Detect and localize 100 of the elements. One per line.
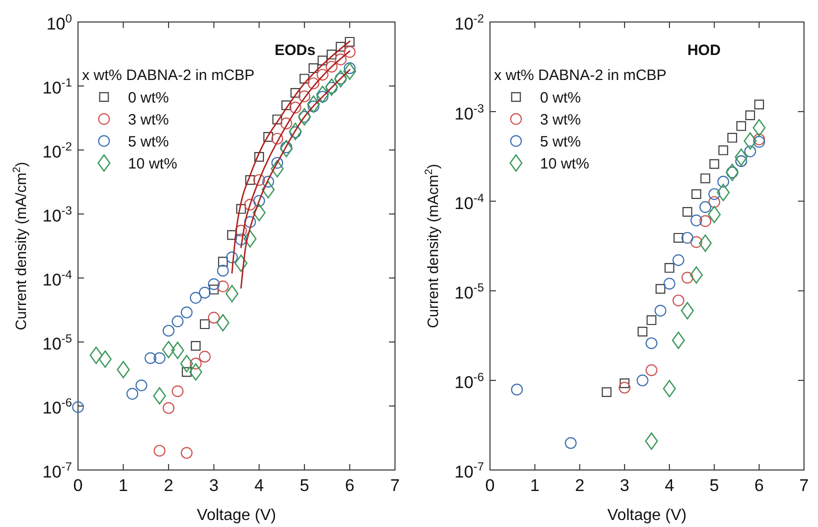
point bbox=[316, 68, 328, 81]
point bbox=[180, 447, 193, 459]
point bbox=[511, 384, 523, 396]
point bbox=[645, 432, 658, 450]
point bbox=[726, 164, 739, 182]
point bbox=[727, 132, 738, 143]
point bbox=[745, 110, 756, 120]
text: HOD bbox=[687, 42, 721, 59]
point bbox=[681, 272, 694, 284]
point bbox=[334, 54, 347, 66]
point bbox=[664, 263, 674, 273]
x-tick-label: 7 bbox=[799, 476, 809, 496]
y-tick-label: 10$^{-3}$ bbox=[42, 204, 72, 226]
y-tick-label: 10$^{0}$ bbox=[46, 12, 72, 34]
point bbox=[620, 378, 630, 388]
point bbox=[154, 444, 166, 457]
point bbox=[281, 100, 292, 110]
x-axis-title: Voltage (V) bbox=[607, 507, 687, 524]
legend-label: 0 wt% bbox=[540, 89, 581, 106]
point bbox=[162, 340, 176, 358]
y-tick-label: 10$^{-5}$ bbox=[42, 332, 72, 354]
point bbox=[270, 160, 284, 178]
point bbox=[227, 230, 237, 240]
x-tick-label: 6 bbox=[344, 476, 354, 496]
point bbox=[344, 36, 355, 47]
point bbox=[289, 102, 302, 114]
x-tick-label: 5 bbox=[710, 476, 720, 496]
point bbox=[717, 176, 730, 188]
point bbox=[636, 374, 648, 386]
point bbox=[182, 367, 192, 377]
point bbox=[699, 215, 712, 227]
legend-label: 3 wt% bbox=[128, 111, 169, 128]
text: EODs bbox=[274, 42, 316, 59]
point bbox=[700, 173, 710, 184]
point bbox=[244, 198, 256, 211]
point bbox=[672, 332, 685, 350]
point bbox=[172, 315, 184, 328]
point bbox=[618, 382, 630, 394]
point bbox=[144, 352, 156, 364]
point bbox=[672, 254, 684, 266]
point bbox=[308, 63, 318, 74]
point bbox=[288, 122, 302, 140]
y-tick-label: 10$^{-7}$ bbox=[454, 460, 484, 482]
x-tick-label: 1 bbox=[118, 476, 128, 496]
point bbox=[326, 50, 336, 60]
point bbox=[200, 319, 210, 330]
point bbox=[638, 326, 648, 337]
x-tick-label: 5 bbox=[300, 476, 310, 496]
point bbox=[154, 352, 166, 364]
point bbox=[245, 175, 255, 185]
point bbox=[262, 180, 275, 198]
point bbox=[153, 387, 166, 405]
point bbox=[244, 230, 257, 248]
y-tick-label: 10$^{-7}$ bbox=[42, 460, 72, 482]
point bbox=[300, 74, 310, 84]
point bbox=[98, 350, 112, 368]
point bbox=[235, 234, 247, 246]
y-tick-label: 10$^{-4}$ bbox=[42, 268, 72, 290]
point bbox=[307, 96, 320, 113]
legend-label: 5 wt% bbox=[540, 133, 581, 150]
y-tick-label: 10$^{-4}$ bbox=[454, 190, 484, 213]
x-axis-title: Voltage (V) bbox=[196, 507, 276, 524]
point bbox=[190, 358, 202, 370]
legend-label: 5 wt% bbox=[128, 133, 169, 150]
legend-title: x wt% DABNA-2 in mCBP bbox=[494, 67, 667, 84]
point bbox=[308, 77, 320, 90]
x-tick-label: 7 bbox=[390, 476, 400, 496]
point bbox=[253, 195, 266, 207]
point bbox=[318, 56, 328, 66]
point bbox=[752, 119, 766, 136]
point bbox=[691, 189, 702, 199]
point bbox=[646, 315, 656, 326]
point bbox=[252, 204, 266, 222]
point bbox=[734, 148, 748, 166]
point bbox=[564, 437, 577, 449]
point bbox=[336, 42, 346, 52]
point bbox=[690, 214, 702, 226]
x-tick-label: 1 bbox=[530, 476, 540, 496]
point bbox=[718, 145, 728, 156]
point bbox=[754, 100, 764, 110]
point bbox=[298, 90, 310, 102]
point bbox=[708, 196, 720, 208]
point bbox=[180, 306, 193, 318]
y-tick-label: 10$^{-3}$ bbox=[454, 101, 484, 124]
x-tick-label: 2 bbox=[574, 476, 584, 496]
point bbox=[116, 360, 130, 378]
point bbox=[162, 402, 174, 414]
point bbox=[226, 284, 238, 302]
point bbox=[244, 216, 256, 228]
x-tick-label: 0 bbox=[73, 476, 83, 496]
point bbox=[344, 46, 356, 58]
point bbox=[709, 159, 720, 169]
point bbox=[172, 385, 184, 398]
point bbox=[753, 133, 766, 146]
point bbox=[198, 350, 211, 363]
point bbox=[236, 204, 246, 214]
point bbox=[162, 324, 174, 337]
y-tick-label: 10$^{-1}$ bbox=[42, 76, 72, 98]
point bbox=[698, 234, 712, 252]
x-tick-label: 3 bbox=[620, 476, 630, 496]
